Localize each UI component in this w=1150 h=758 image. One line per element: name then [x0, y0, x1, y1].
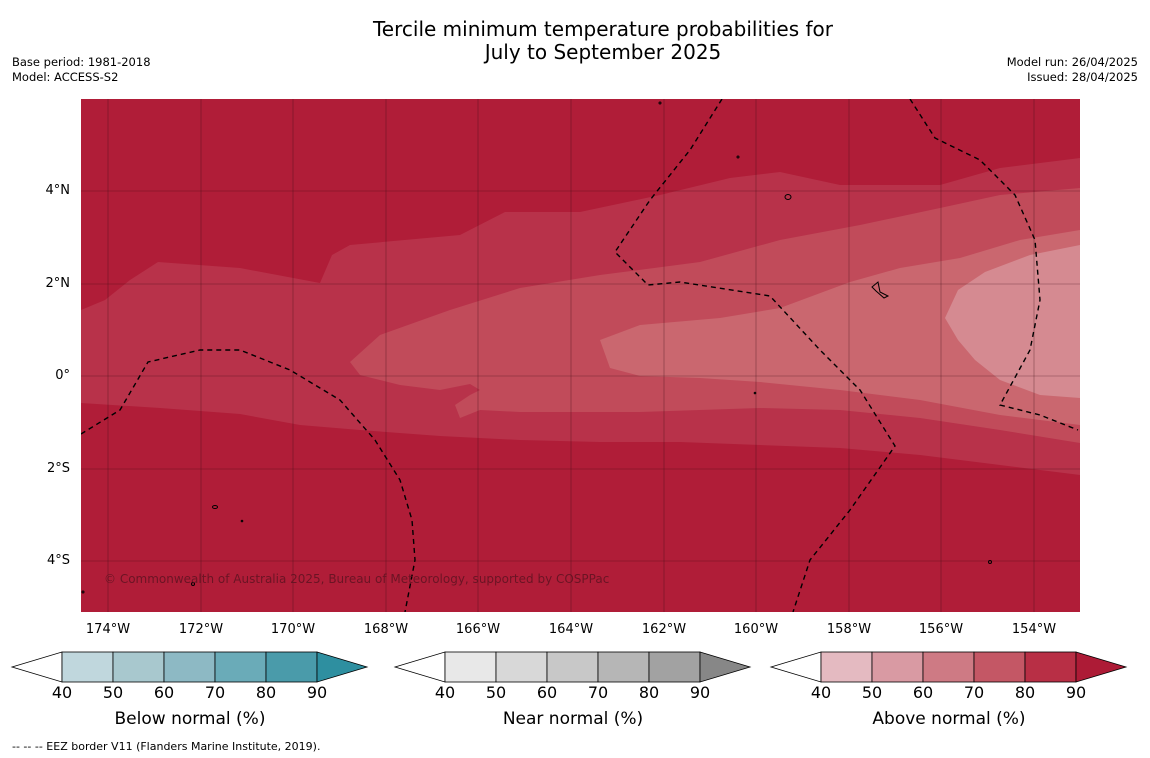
colorbar-tick-label: 70 — [587, 683, 609, 702]
colorbar-segment — [820, 651, 873, 683]
base-period: Base period: 1981-2018 — [12, 55, 151, 69]
colorbar-extend-high — [699, 651, 752, 683]
colorbar-above-normal — [769, 651, 1128, 683]
colorbar-segment — [61, 651, 114, 683]
colorbar-extend-high — [316, 651, 369, 683]
islands — [81, 101, 992, 594]
lat-label-4n: 4°N — [45, 183, 71, 198]
colorbar-extend-low — [10, 651, 63, 683]
lon-label-170w: 170°W — [270, 622, 316, 637]
model-run: Model run: 26/04/2025 — [1006, 55, 1138, 69]
colorbar-tick-label: 50 — [485, 683, 507, 702]
colorbar-segment — [546, 651, 599, 683]
colorbar-tick-label: 80 — [255, 683, 277, 702]
colorbar-tick-label: 60 — [153, 683, 175, 702]
colorbar-tick-label: 90 — [306, 683, 328, 702]
colorbar-segment — [495, 651, 548, 683]
lon-label-174w: 174°W — [85, 622, 131, 637]
lon-label-156w: 156°W — [918, 622, 964, 637]
colorbar-tick-label: 70 — [204, 683, 226, 702]
colorbar-segment — [648, 651, 701, 683]
colorbar-segment — [444, 651, 497, 683]
colorbar-tick-label: 70 — [963, 683, 985, 702]
colorbar-segment — [112, 651, 165, 683]
colorbar-segment — [214, 651, 267, 683]
colorbar-tick-label: 90 — [689, 683, 711, 702]
colorbar-below-normal — [10, 651, 369, 683]
meta-right: Model run: 26/04/2025 Issued: 28/04/2025 — [1007, 55, 1138, 85]
issued-date: Issued: 28/04/2025 — [1027, 70, 1138, 84]
colorbar-tick-label: 60 — [912, 683, 934, 702]
colorbar-extend-low — [769, 651, 822, 683]
colorbar-tick-label: 60 — [536, 683, 558, 702]
colorbar-title-above: Above normal (%) — [872, 709, 1026, 729]
colorbar-tick-label: 40 — [434, 683, 456, 702]
colorbar-tick-label: 40 — [810, 683, 832, 702]
lat-label-4s: 4°S — [46, 553, 70, 568]
lat-label-2n: 2°N — [45, 276, 71, 291]
title-line-1: Tercile minimum temperature probabilitie… — [372, 17, 834, 41]
lon-label-164w: 164°W — [548, 622, 594, 637]
colorbar-segment — [163, 651, 216, 683]
colorbar-extend-high — [1075, 651, 1128, 683]
colorbar-segment — [265, 651, 318, 683]
lat-label-0: 0° — [55, 368, 70, 383]
lon-label-162w: 162°W — [641, 622, 687, 637]
colorbar-tick-label: 40 — [51, 683, 73, 702]
above-50-region — [945, 245, 1080, 398]
colorbar-segment — [871, 651, 924, 683]
colorbar-segment — [597, 651, 650, 683]
lat-label-2s: 2°S — [46, 461, 70, 476]
colorbar-tick-label: 50 — [102, 683, 124, 702]
lon-label-160w: 160°W — [733, 622, 779, 637]
colorbar-tick-label: 50 — [861, 683, 883, 702]
map-title: Tercile minimum temperature probabilitie… — [300, 18, 906, 64]
lon-label-158w: 158°W — [826, 622, 872, 637]
colorbar-segment — [922, 651, 975, 683]
colorbar-near-normal — [393, 651, 752, 683]
colorbar-tick-label: 90 — [1065, 683, 1087, 702]
colorbar-segment — [1024, 651, 1077, 683]
colorbars — [10, 651, 1128, 683]
colorbar-title-below: Below normal (%) — [114, 709, 266, 729]
copyright-notice: © Commonwealth of Australia 2025, Bureau… — [104, 572, 610, 586]
colorbar-extend-low — [393, 651, 446, 683]
colorbar-title-near: Near normal (%) — [502, 709, 644, 729]
eez-footnote: -- -- -- EEZ border V11 (Flanders Marine… — [12, 740, 321, 753]
model-name: Model: ACCESS-S2 — [12, 70, 119, 84]
lon-label-172w: 172°W — [178, 622, 224, 637]
colorbar-tick-label: 80 — [1014, 683, 1036, 702]
lon-label-166w: 166°W — [455, 622, 501, 637]
colorbar-segment — [973, 651, 1026, 683]
eez-borders — [81, 99, 1079, 612]
colorbar-tick-label: 80 — [638, 683, 660, 702]
lon-label-154w: 154°W — [1011, 622, 1057, 637]
lon-label-168w: 168°W — [363, 622, 409, 637]
meta-left: Base period: 1981-2018 Model: ACCESS-S2 — [12, 55, 151, 85]
map-area — [81, 99, 1080, 612]
title-line-2: July to September 2025 — [484, 40, 722, 64]
graticule — [81, 99, 1080, 612]
